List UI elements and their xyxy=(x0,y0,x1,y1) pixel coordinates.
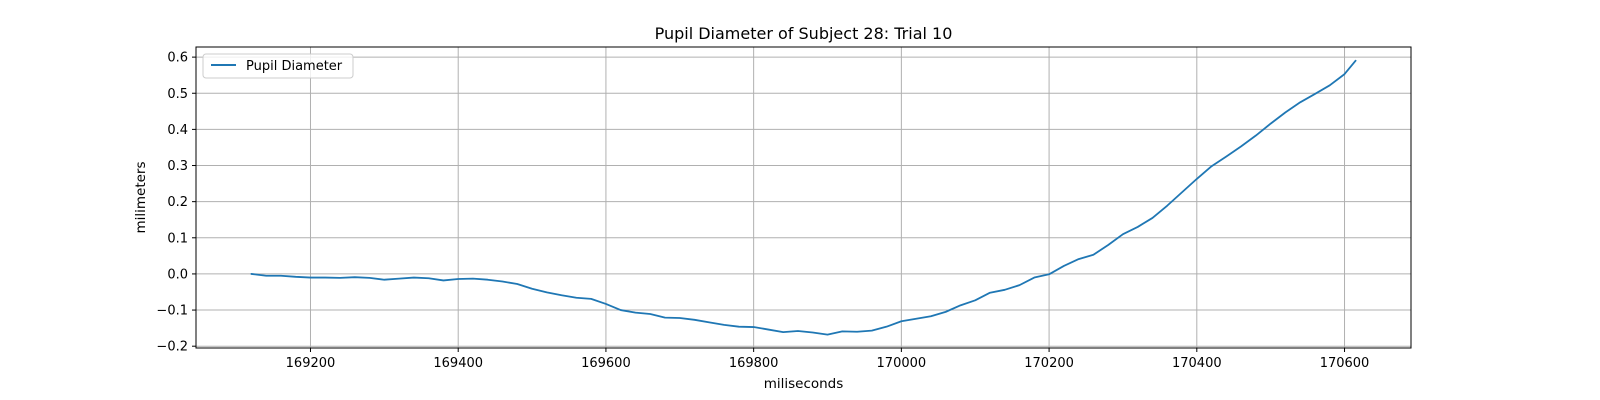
axis-ticks: 169200 169400 169600 169800 170000 170200 1704… xyxy=(156,51,1369,371)
y-tick-label: 0.6 xyxy=(167,51,188,66)
x-tick-label: 170600 xyxy=(1320,356,1370,371)
y-tick-label: 0.3 xyxy=(167,159,188,174)
y-tick-label: −0.2 xyxy=(156,340,188,355)
y-tick-label: 0.2 xyxy=(167,195,188,210)
y-tick-label: 0.0 xyxy=(167,267,188,282)
x-tick-label: 170000 xyxy=(877,356,927,371)
legend-label-pupil-diameter: Pupil Diameter xyxy=(246,59,343,74)
y-tick-label: 0.5 xyxy=(167,87,188,102)
grid-lines xyxy=(196,47,1411,348)
y-tick-label: 0.4 xyxy=(167,123,188,138)
x-tick-label: 170200 xyxy=(1024,356,1074,371)
series-layer xyxy=(250,59,1357,336)
chart-title: Pupil Diameter of Subject 28: Trial 10 xyxy=(655,24,953,43)
legend: Pupil Diameter xyxy=(202,53,354,79)
x-tick-label: 169200 xyxy=(286,356,336,371)
x-tick-label: 169600 xyxy=(581,356,631,371)
x-axis-title: miliseconds xyxy=(764,376,844,392)
y-tick-label: 0.1 xyxy=(167,231,188,246)
x-tick-label: 169400 xyxy=(433,356,483,371)
x-tick-label: 169800 xyxy=(729,356,779,371)
plot-frame xyxy=(195,46,1412,349)
y-tick-label: −0.1 xyxy=(156,304,188,319)
x-tick-label: 170400 xyxy=(1172,356,1222,371)
series-line-pupil-diameter xyxy=(250,59,1357,336)
y-axis-title: milimeters xyxy=(133,161,149,233)
legend-box xyxy=(202,53,354,79)
